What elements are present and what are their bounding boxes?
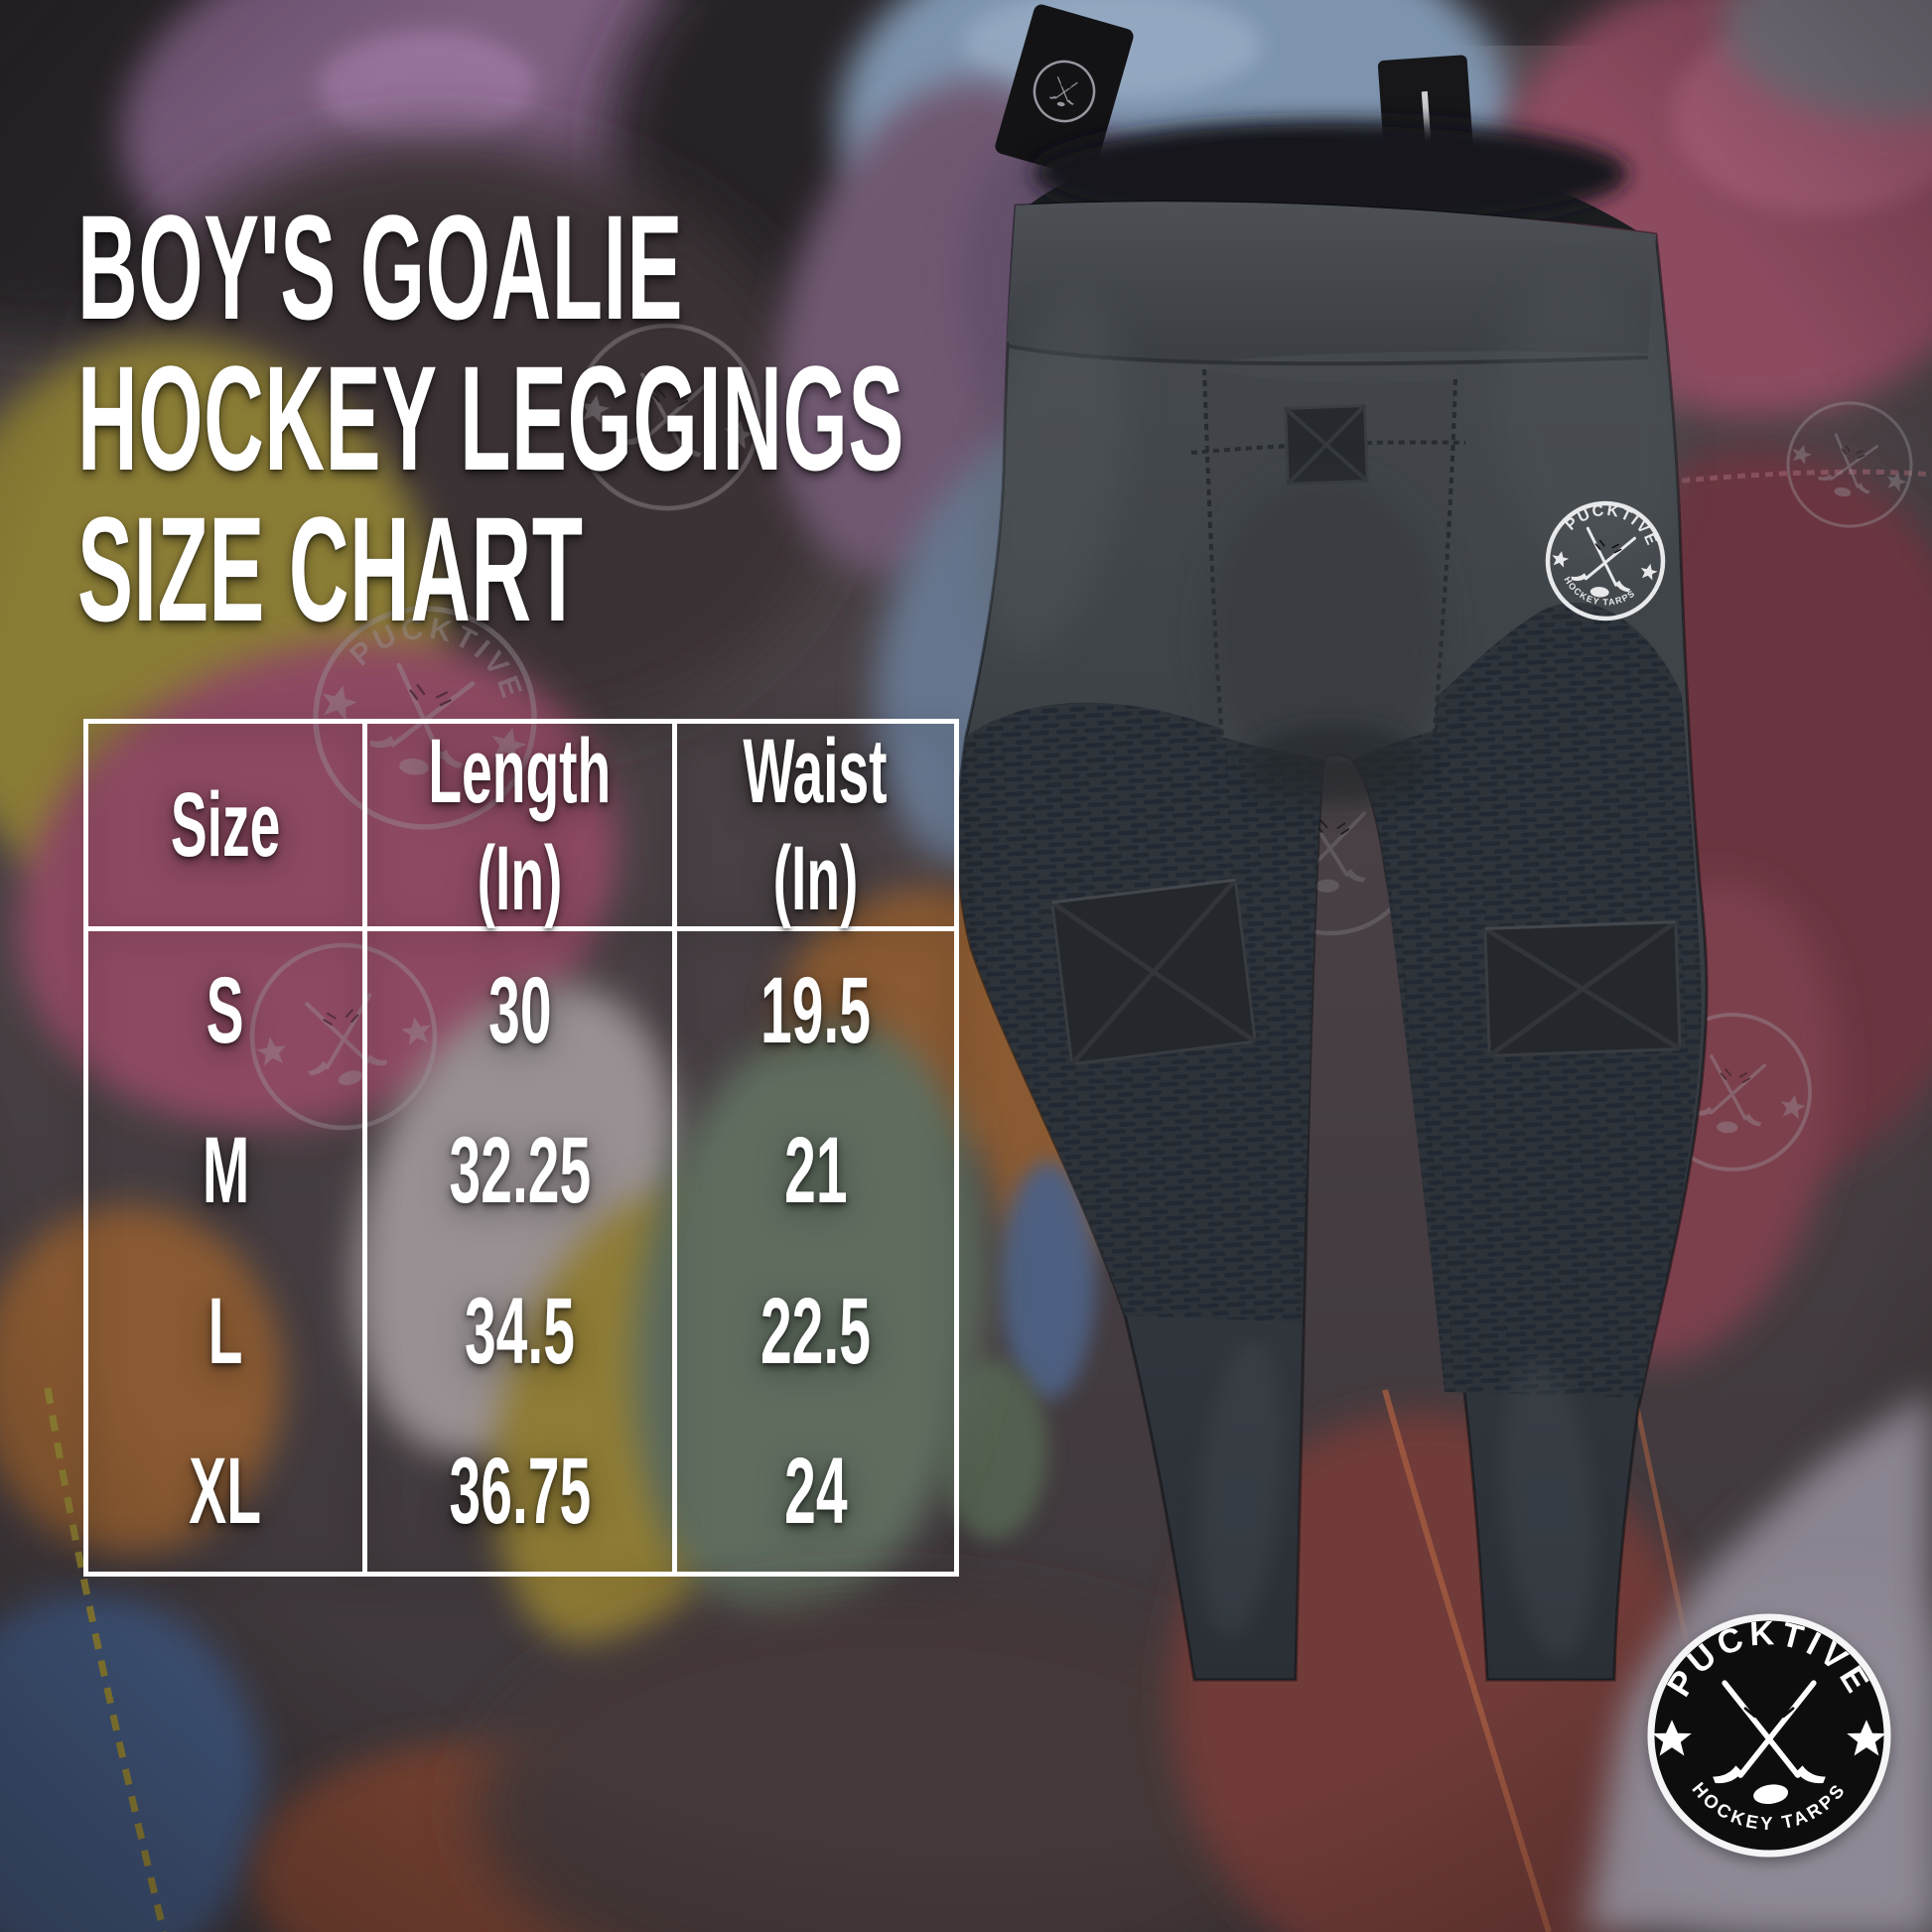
length-value: 32.25 — [449, 1118, 591, 1224]
front-velcro-tab — [1284, 404, 1369, 485]
size-value: XL — [189, 1438, 262, 1544]
length-column-values: 30 32.25 34.5 36.75 — [367, 931, 677, 1572]
size-column-values: S M L XL — [88, 931, 368, 1572]
waist-value: 22.5 — [759, 1278, 871, 1384]
title-line-3: SIZE CHART — [77, 485, 584, 652]
right-knee-velcro-patch — [1483, 919, 1682, 1058]
size-value: S — [207, 958, 245, 1064]
highlight — [1496, 279, 1681, 575]
size-table-header-size: Size — [88, 724, 368, 931]
shadow — [1207, 477, 1446, 794]
column-header-label: Length — [428, 721, 612, 822]
size-table: Size Length (In) Waist (In) S M L XL 30 … — [83, 719, 959, 1577]
column-header-label: Size — [170, 774, 281, 876]
waist-value: 24 — [783, 1438, 848, 1544]
size-value: L — [207, 1278, 243, 1384]
column-header-unit: (In) — [772, 828, 859, 929]
title-line-2: HOCKEY LEGGINGS — [77, 335, 904, 501]
column-header-label: Waist — [743, 721, 888, 822]
crotch-shadow — [1246, 725, 1425, 804]
shin-sheen — [1199, 1340, 1283, 1638]
length-value: 36.75 — [449, 1438, 591, 1544]
waistband — [1007, 202, 1656, 363]
title-line-1: BOY'S GOALIE — [77, 184, 684, 350]
stitch-line — [1190, 440, 1466, 455]
size-table-header-waist: Waist (In) — [676, 721, 954, 931]
waist-value: 19.5 — [759, 958, 871, 1064]
size-table-header-length: Length (In) — [367, 721, 677, 931]
shin-sheen — [1502, 1360, 1595, 1658]
column-header-unit: (In) — [477, 828, 563, 929]
goalie-leggings: PUCKTIVE HOCKEY TARPS — [956, 119, 1709, 1682]
size-value: M — [202, 1118, 249, 1224]
brand-badge: PUCKTIVE HOCKEY TARPS — [1647, 1613, 1891, 1858]
highlight — [977, 300, 1128, 653]
logo-ring — [1545, 500, 1666, 621]
page-title: BOY'S GOALIE HOCKEY LEGGINGS SIZE CHART — [77, 192, 904, 644]
left-knee-velcro-patch — [1050, 878, 1257, 1066]
fabric-shading — [977, 279, 1681, 1658]
length-value: 34.5 — [464, 1278, 575, 1384]
length-value: 30 — [487, 958, 552, 1064]
waist-column-values: 19.5 21 22.5 24 — [677, 931, 954, 1572]
waist-value: 21 — [783, 1118, 848, 1224]
